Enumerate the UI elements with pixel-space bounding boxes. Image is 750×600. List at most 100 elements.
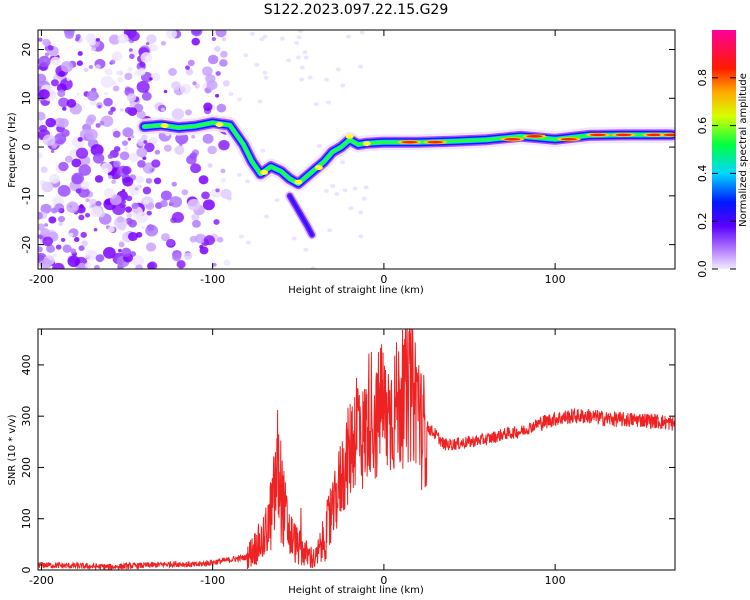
colorbar-tick-label: 0.2 (696, 212, 709, 230)
noise-blob (129, 53, 135, 59)
noise-blob (76, 60, 83, 66)
noise-blob (88, 65, 94, 70)
noise-blob (216, 103, 227, 113)
spectral-branch (288, 194, 314, 237)
colorbar-tick-label: 0.4 (696, 165, 709, 183)
noise-blob (171, 211, 184, 223)
noise-blob (214, 93, 220, 98)
noise-blob (150, 72, 161, 82)
noise-blob (192, 81, 197, 86)
noise-blob (86, 90, 99, 101)
noise-blob (302, 50, 308, 55)
noise-blob (179, 83, 192, 95)
noise-blob (185, 109, 192, 116)
noise-blob (141, 91, 152, 101)
noise-blob (262, 70, 268, 75)
noise-blob (148, 167, 153, 171)
noise-blob (42, 38, 51, 47)
noise-blob (76, 205, 86, 214)
noise-blob (310, 266, 316, 269)
noise-blob (58, 70, 66, 77)
top-x-tick-label: -200 (29, 273, 54, 286)
noise-blob (137, 160, 146, 168)
noise-blob (298, 30, 304, 33)
noise-blob (52, 263, 65, 269)
noise-blob (174, 145, 185, 155)
noise-blob (131, 255, 145, 267)
noise-blob (121, 247, 132, 257)
spectral-peak-core (526, 135, 543, 138)
noise-blob (274, 198, 280, 203)
spectrogram-frame (37, 29, 676, 270)
noise-blob (38, 211, 43, 220)
noise-blob (160, 190, 172, 201)
noise-blob (127, 137, 132, 141)
noise-blob (51, 143, 57, 149)
top-y-tick-label: 10 (20, 91, 33, 105)
bottom-y-tick-label: 400 (20, 354, 33, 375)
noise-blob (295, 55, 301, 60)
noise-blob (358, 64, 364, 69)
noise-blob (61, 129, 70, 137)
noise-blob (214, 46, 221, 52)
noise-blob (149, 77, 153, 81)
noise-blob (124, 146, 129, 151)
noise-blob (128, 184, 141, 196)
noise-blob (113, 146, 121, 153)
noise-blob (111, 51, 123, 61)
noise-blob (73, 237, 80, 243)
noise-blob (48, 216, 57, 224)
noise-blob (141, 225, 145, 230)
noise-blob (163, 144, 172, 152)
noise-blob (218, 139, 230, 151)
noise-blob (39, 258, 52, 269)
noise-blob (95, 200, 102, 207)
noise-blob (160, 107, 166, 112)
noise-blob (108, 175, 113, 180)
noise-blob (58, 118, 69, 128)
noise-blob (142, 186, 152, 195)
bottom-y-tick-label: 0 (20, 567, 33, 574)
noise-blob (171, 108, 185, 120)
noise-blob (207, 54, 219, 65)
noise-blob (159, 199, 168, 208)
noise-blob (114, 216, 128, 229)
noise-blob (223, 259, 231, 266)
noise-blob (120, 202, 126, 209)
noise-blob (238, 234, 244, 239)
noise-blob (190, 30, 203, 37)
noise-blob (71, 158, 82, 168)
noise-blob (84, 262, 92, 268)
noise-blob (160, 233, 170, 242)
noise-blob (215, 71, 221, 76)
noise-blob (90, 144, 104, 156)
noise-blob (58, 221, 63, 226)
noise-blob (154, 149, 161, 155)
noise-blob (57, 215, 66, 223)
noise-blob (135, 264, 143, 269)
noise-blob (85, 198, 90, 203)
noise-blob (140, 52, 153, 63)
noise-blob (77, 137, 83, 142)
noise-blob (124, 106, 133, 114)
noise-blob (56, 83, 67, 93)
noise-blob (50, 79, 59, 87)
noise-blob (185, 65, 190, 70)
noise-blob (127, 231, 138, 242)
noise-blob (111, 179, 117, 184)
noise-blob (136, 110, 146, 119)
noise-blob (219, 59, 228, 67)
noise-blob (50, 56, 61, 66)
noise-blob (65, 30, 75, 36)
noise-blob (190, 163, 201, 174)
bottom-x-tick-label: -200 (29, 574, 54, 587)
noise-blob (137, 68, 146, 76)
noise-blob (120, 172, 124, 176)
noise-blob (166, 238, 175, 247)
noise-blob (78, 214, 85, 221)
noise-blob (97, 104, 102, 109)
noise-blob (107, 226, 115, 233)
noise-blob (147, 261, 158, 269)
noise-blob (205, 74, 216, 84)
noise-blob (243, 53, 249, 58)
